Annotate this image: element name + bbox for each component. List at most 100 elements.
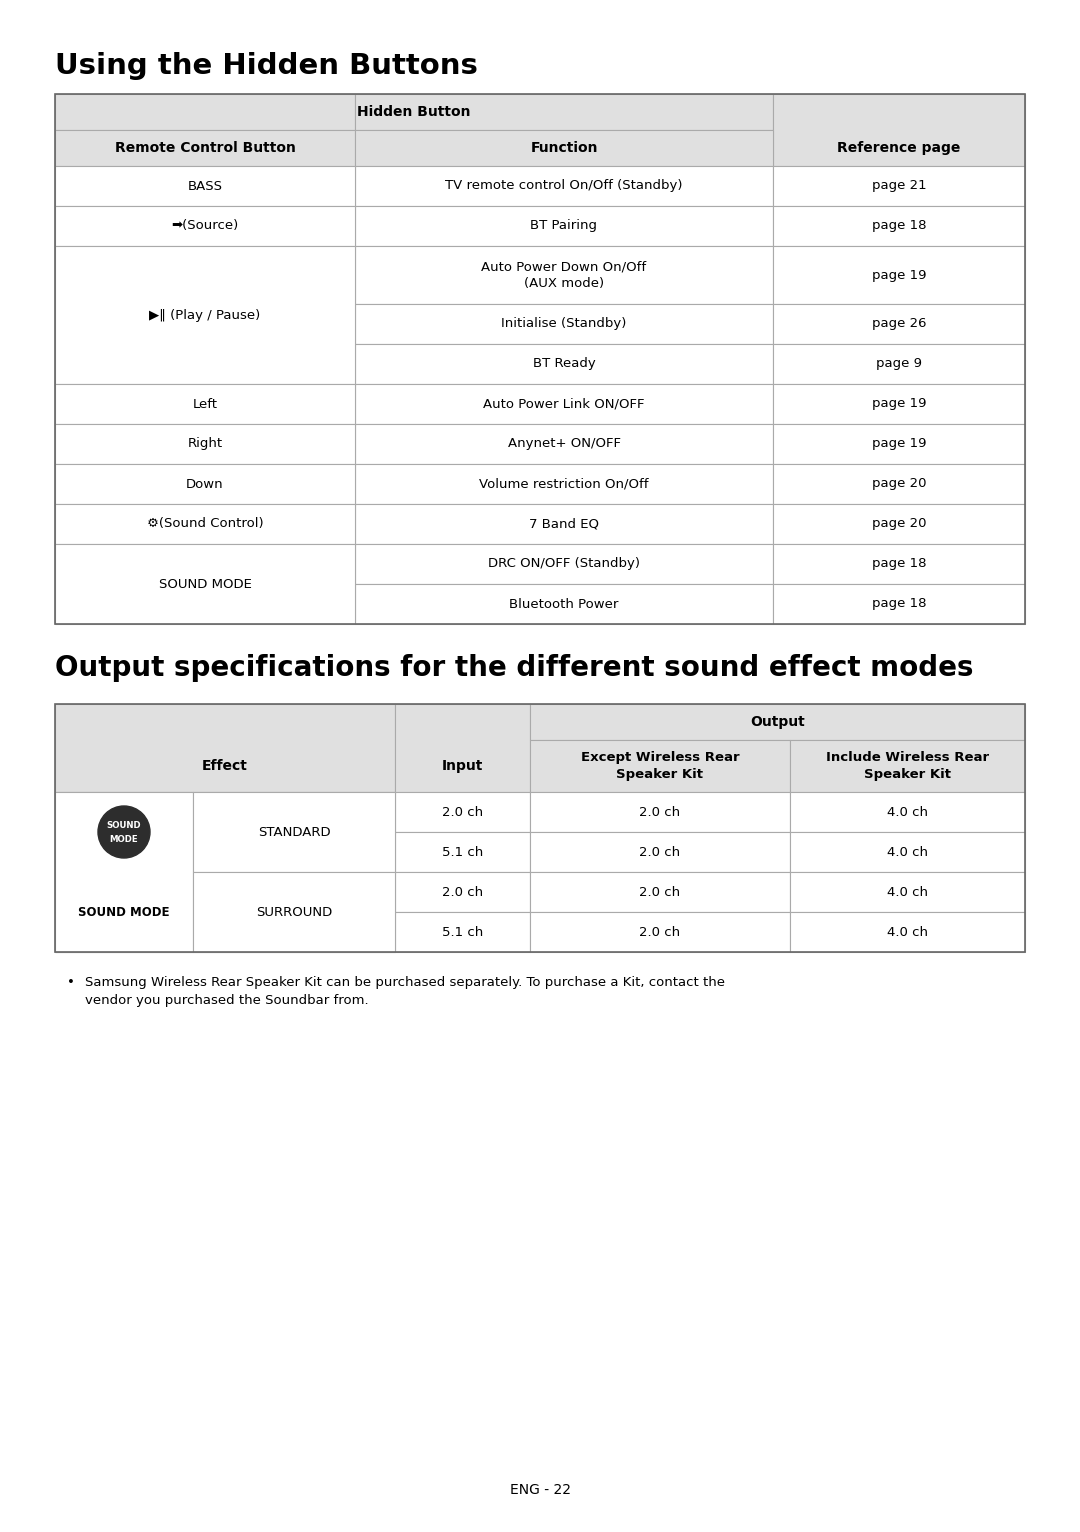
Bar: [355, 93, 773, 130]
Text: Auto Power Link ON/OFF: Auto Power Link ON/OFF: [483, 397, 645, 411]
Bar: [530, 792, 789, 832]
Text: DRC ON/OFF (Standby): DRC ON/OFF (Standby): [488, 558, 640, 570]
Bar: [55, 93, 355, 130]
Bar: [773, 544, 1025, 584]
Bar: [193, 832, 395, 872]
Bar: [773, 464, 1025, 504]
Bar: [193, 872, 395, 912]
Text: 4.0 ch: 4.0 ch: [887, 925, 928, 939]
Bar: [773, 165, 1025, 205]
Text: Left: Left: [192, 397, 217, 411]
Bar: [395, 912, 530, 951]
Bar: [355, 205, 773, 247]
Text: Anynet+ ON/OFF: Anynet+ ON/OFF: [508, 438, 621, 450]
Bar: [55, 705, 1025, 951]
Text: Output: Output: [751, 715, 805, 729]
Text: Include Wireless Rear
Speaker Kit: Include Wireless Rear Speaker Kit: [826, 751, 989, 781]
Text: 2.0 ch: 2.0 ch: [639, 925, 680, 939]
Bar: [355, 345, 773, 385]
Text: page 18: page 18: [872, 219, 927, 233]
Bar: [355, 424, 773, 464]
Text: Down: Down: [186, 478, 224, 490]
Bar: [55, 93, 1025, 624]
Bar: [355, 247, 773, 303]
Text: page 20: page 20: [872, 478, 927, 490]
Text: SURROUND: SURROUND: [256, 905, 333, 919]
Text: Right: Right: [188, 438, 222, 450]
Text: SOUND MODE: SOUND MODE: [159, 578, 252, 590]
Bar: [55, 792, 193, 832]
Bar: [55, 464, 355, 504]
Text: page 19: page 19: [872, 268, 927, 282]
Text: ➡(Source): ➡(Source): [172, 219, 239, 233]
Bar: [193, 792, 395, 832]
Bar: [789, 792, 1025, 832]
Bar: [355, 544, 773, 584]
Text: page 20: page 20: [872, 518, 927, 530]
Bar: [355, 130, 773, 165]
Bar: [773, 584, 1025, 624]
Text: Function: Function: [530, 141, 597, 155]
Text: 4.0 ch: 4.0 ch: [887, 885, 928, 898]
Bar: [55, 424, 355, 464]
Bar: [55, 165, 355, 205]
Text: 5.1 ch: 5.1 ch: [442, 846, 483, 858]
Bar: [530, 872, 789, 912]
Bar: [193, 872, 395, 951]
Bar: [55, 247, 355, 385]
Bar: [530, 740, 789, 792]
Text: ENG - 22: ENG - 22: [510, 1483, 570, 1497]
Text: Volume restriction On/Off: Volume restriction On/Off: [480, 478, 649, 490]
Bar: [355, 464, 773, 504]
Text: page 18: page 18: [872, 558, 927, 570]
Text: 4.0 ch: 4.0 ch: [887, 806, 928, 818]
Bar: [355, 303, 773, 345]
Text: page 9: page 9: [876, 357, 922, 371]
Text: Except Wireless Rear
Speaker Kit: Except Wireless Rear Speaker Kit: [581, 751, 740, 781]
Bar: [773, 303, 1025, 345]
Bar: [789, 912, 1025, 951]
Text: Initialise (Standby): Initialise (Standby): [501, 317, 626, 331]
Bar: [55, 912, 193, 951]
Bar: [530, 832, 789, 872]
Text: 7 Band EQ: 7 Band EQ: [529, 518, 599, 530]
Bar: [789, 872, 1025, 912]
Text: Remote Control Button: Remote Control Button: [114, 141, 296, 155]
Text: page 19: page 19: [872, 397, 927, 411]
Text: SOUND: SOUND: [107, 821, 141, 829]
Text: ▶‖ (Play / Pause): ▶‖ (Play / Pause): [149, 308, 260, 322]
Text: Output specifications for the different sound effect modes: Output specifications for the different …: [55, 654, 973, 682]
Text: •: •: [67, 976, 75, 990]
Text: 2.0 ch: 2.0 ch: [639, 806, 680, 818]
Text: ⚙(Sound Control): ⚙(Sound Control): [147, 518, 264, 530]
Text: Using the Hidden Buttons: Using the Hidden Buttons: [55, 52, 477, 80]
Bar: [773, 385, 1025, 424]
Bar: [773, 205, 1025, 247]
Text: BT Pairing: BT Pairing: [530, 219, 597, 233]
Text: Hidden Button: Hidden Button: [357, 106, 471, 119]
Bar: [773, 93, 1025, 165]
Text: Input: Input: [442, 758, 483, 774]
Bar: [55, 792, 193, 951]
Bar: [55, 130, 355, 165]
Bar: [193, 792, 395, 872]
Bar: [395, 872, 530, 912]
Bar: [55, 205, 355, 247]
Bar: [55, 832, 193, 872]
Text: 2.0 ch: 2.0 ch: [639, 885, 680, 898]
Text: TV remote control On/Off (Standby): TV remote control On/Off (Standby): [445, 179, 683, 193]
Bar: [55, 872, 193, 912]
Text: 5.1 ch: 5.1 ch: [442, 925, 483, 939]
Bar: [193, 912, 395, 951]
Text: page 21: page 21: [872, 179, 927, 193]
Bar: [530, 912, 789, 951]
Bar: [55, 544, 355, 624]
Text: 4.0 ch: 4.0 ch: [887, 846, 928, 858]
Bar: [530, 705, 1025, 740]
Bar: [355, 504, 773, 544]
Text: page 19: page 19: [872, 438, 927, 450]
Bar: [773, 345, 1025, 385]
Bar: [355, 385, 773, 424]
Circle shape: [98, 806, 150, 858]
Bar: [789, 740, 1025, 792]
